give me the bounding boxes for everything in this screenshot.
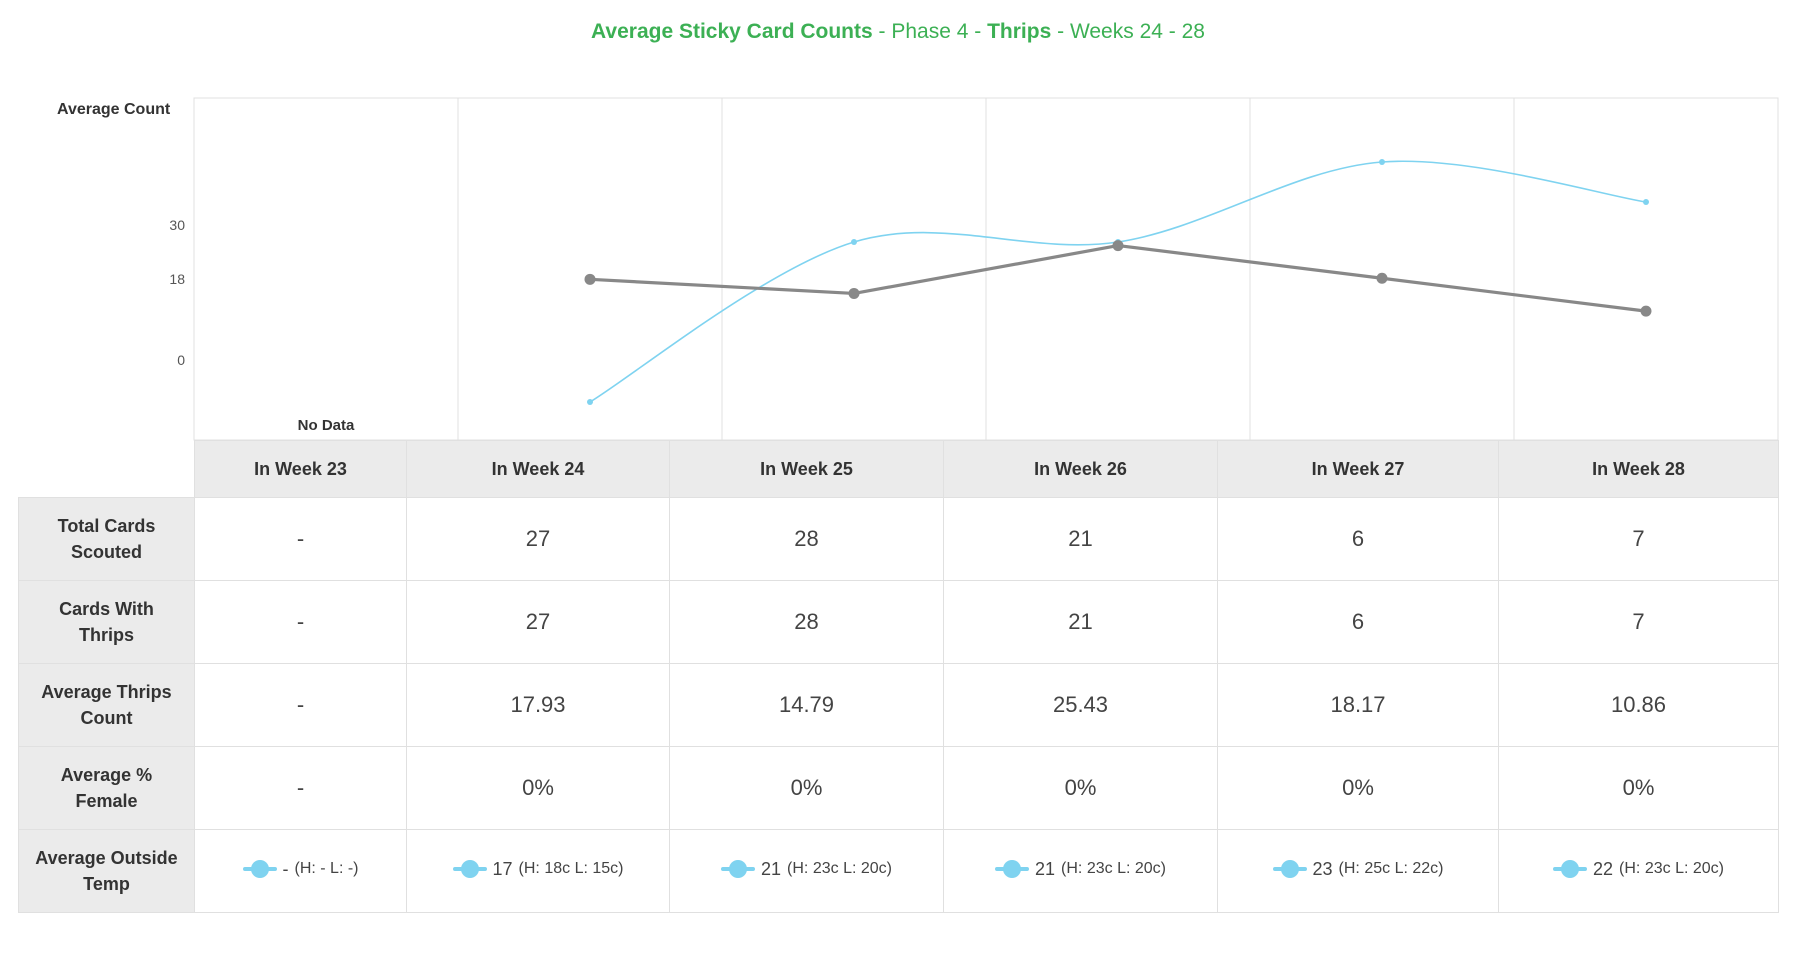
table-cell: 0%	[1498, 746, 1779, 830]
table-cell: 10.86	[1498, 663, 1779, 747]
temperature-cell: 22 (H: 23c L: 20c)	[1498, 829, 1779, 913]
title-weeks: Weeks 24 - 28	[1069, 20, 1205, 43]
table-cell: 0%	[669, 746, 944, 830]
temperature-cell: 21 (H: 23c L: 20c)	[669, 829, 944, 913]
row-header: Average Outside Temp	[18, 829, 195, 913]
table-cell: -	[194, 580, 407, 664]
thrips-count-point[interactable]	[584, 273, 596, 285]
thrips-count-point[interactable]	[1112, 240, 1124, 252]
temperature-value: - (H: - L: -)	[242, 858, 359, 880]
table-cell: 27	[406, 580, 670, 664]
table-cell: 7	[1498, 497, 1779, 581]
table-header-row: In Week 23 In Week 24 In Week 25 In Week 26…	[18, 440, 1779, 498]
line-chart: Average Count 0 18 30 No Data	[57, 97, 1779, 441]
temperature-value: 21 (H: 23c L: 20c)	[721, 859, 892, 880]
thrips-count-point[interactable]	[848, 287, 860, 299]
row-header: Total Cards Scouted	[18, 497, 195, 581]
thrips-count-points	[584, 240, 1652, 317]
table-cell: 25.43	[943, 663, 1218, 747]
table-row: Cards With Thrips -27 28 21 6 7	[18, 580, 1779, 664]
vertical-gridlines	[457, 98, 1515, 440]
table-cell: 21	[943, 497, 1218, 581]
temperature-range: (H: 18c L: 15c)	[518, 860, 624, 877]
temperature-average: 23	[1312, 858, 1333, 879]
y-tick-label: 0	[177, 352, 185, 368]
table-cell: -	[194, 497, 407, 581]
column-header-5: In Week 27	[1217, 440, 1499, 498]
temperature-range: (H: 23c L: 20c)	[1619, 860, 1724, 877]
y-tick-label: 18	[169, 271, 185, 287]
title-phase: Phase 4	[891, 20, 969, 43]
temperature-legend-icon	[452, 860, 487, 878]
column-header-2: In Week 24	[406, 440, 670, 498]
y-tick-label: 30	[169, 217, 185, 233]
table-cell: 6	[1217, 580, 1499, 664]
temperature-legend-icon	[995, 860, 1030, 878]
temperature-value: 22 (H: 23c L: 20c)	[1553, 859, 1724, 880]
table-cell: -	[194, 746, 407, 830]
column-header-6: In Week 28	[1498, 440, 1779, 498]
column-header-3: In Week 25	[669, 440, 944, 498]
thrips-count-point[interactable]	[1376, 272, 1388, 284]
temperature-legend-icon	[1553, 860, 1588, 878]
row-header: Average Thrips Count	[18, 663, 195, 747]
temperature-cell: 23 (H: 25c L: 22c)	[1217, 829, 1499, 913]
temperature-value: 17 (H: 18c L: 15c)	[452, 858, 624, 880]
table-cell: 0%	[406, 746, 670, 830]
temperature-average: 17	[492, 858, 513, 879]
table-corner	[18, 440, 195, 498]
table-cell: 21	[943, 580, 1218, 664]
title-metric: Average Sticky Card Counts	[591, 20, 873, 43]
temperature-legend-icon	[721, 860, 756, 878]
title-pest: Thrips	[987, 20, 1052, 43]
temperature-range: (H: 23c L: 20c)	[1061, 860, 1166, 877]
temperature-range: (H: - L: -)	[294, 860, 359, 877]
column-header-1: In Week 23	[194, 440, 407, 498]
table-cell: 6	[1217, 497, 1499, 581]
temperature-average: 22	[1593, 858, 1614, 879]
table-cell: 0%	[1217, 746, 1499, 830]
temperature-value: 21 (H: 23c L: 20c)	[995, 859, 1166, 880]
table-cell: 27	[406, 497, 670, 581]
row-header: Cards With Thrips	[18, 580, 195, 664]
table-cell: 28	[669, 497, 944, 581]
y-axis-ticks: 0 18 30	[169, 217, 185, 368]
temperature-cell: 17 (H: 18c L: 15c)	[406, 829, 670, 913]
temperature-value: 23 (H: 25c L: 22c)	[1272, 858, 1444, 880]
temperature-point[interactable]	[1643, 199, 1649, 205]
thrips-count-point[interactable]	[1640, 305, 1652, 317]
table-cell: 28	[669, 580, 944, 664]
table-row: Average % Female -0% 0% 0% 0% 0%	[18, 746, 1779, 830]
table-row: Average Thrips Count -17.93 14.79 25.43 18.1…	[18, 663, 1779, 747]
data-table: In Week 23 In Week 24 In Week 25 In Week 26…	[18, 440, 1779, 913]
chart-title: Average Sticky Card Counts - Phase 4 - T…	[591, 20, 1205, 43]
temperature-point[interactable]	[587, 399, 593, 405]
temperature-average: 21	[1035, 858, 1056, 879]
table-cell: 14.79	[669, 663, 944, 747]
table-cell: 7	[1498, 580, 1779, 664]
temperature-cell: - (H: - L: -)	[194, 829, 407, 913]
table-row: Total Cards Scouted -27 28 21 6 7	[18, 497, 1779, 581]
table-body: Total Cards Scouted -27 28 21 6 7 Cards With T…	[18, 497, 1779, 913]
table-cell: 17.93	[406, 663, 670, 747]
temperature-point[interactable]	[851, 239, 857, 245]
temperature-cell: 21 (H: 23c L: 20c)	[943, 829, 1218, 913]
temperature-average: 21	[761, 858, 782, 879]
temperature-legend-icon	[242, 860, 277, 878]
y-axis-title: Average Count	[57, 101, 171, 118]
column-header-4: In Week 26	[943, 440, 1218, 498]
temperature-range: (H: 23c L: 20c)	[787, 860, 892, 877]
table-cell: 18.17	[1217, 663, 1499, 747]
no-data-label: No Data	[298, 417, 355, 434]
table-cell: 0%	[943, 746, 1218, 830]
table-row-temperature: Average Outside Temp - (H: - L: -) 17 (H: 18…	[18, 829, 1779, 913]
table-cell: -	[194, 663, 407, 747]
temperature-average: -	[282, 858, 289, 879]
temperature-range: (H: 25c L: 22c)	[1338, 860, 1444, 877]
row-header: Average % Female	[18, 746, 195, 830]
temperature-point[interactable]	[1379, 159, 1385, 165]
temperature-legend-icon	[1272, 860, 1307, 878]
